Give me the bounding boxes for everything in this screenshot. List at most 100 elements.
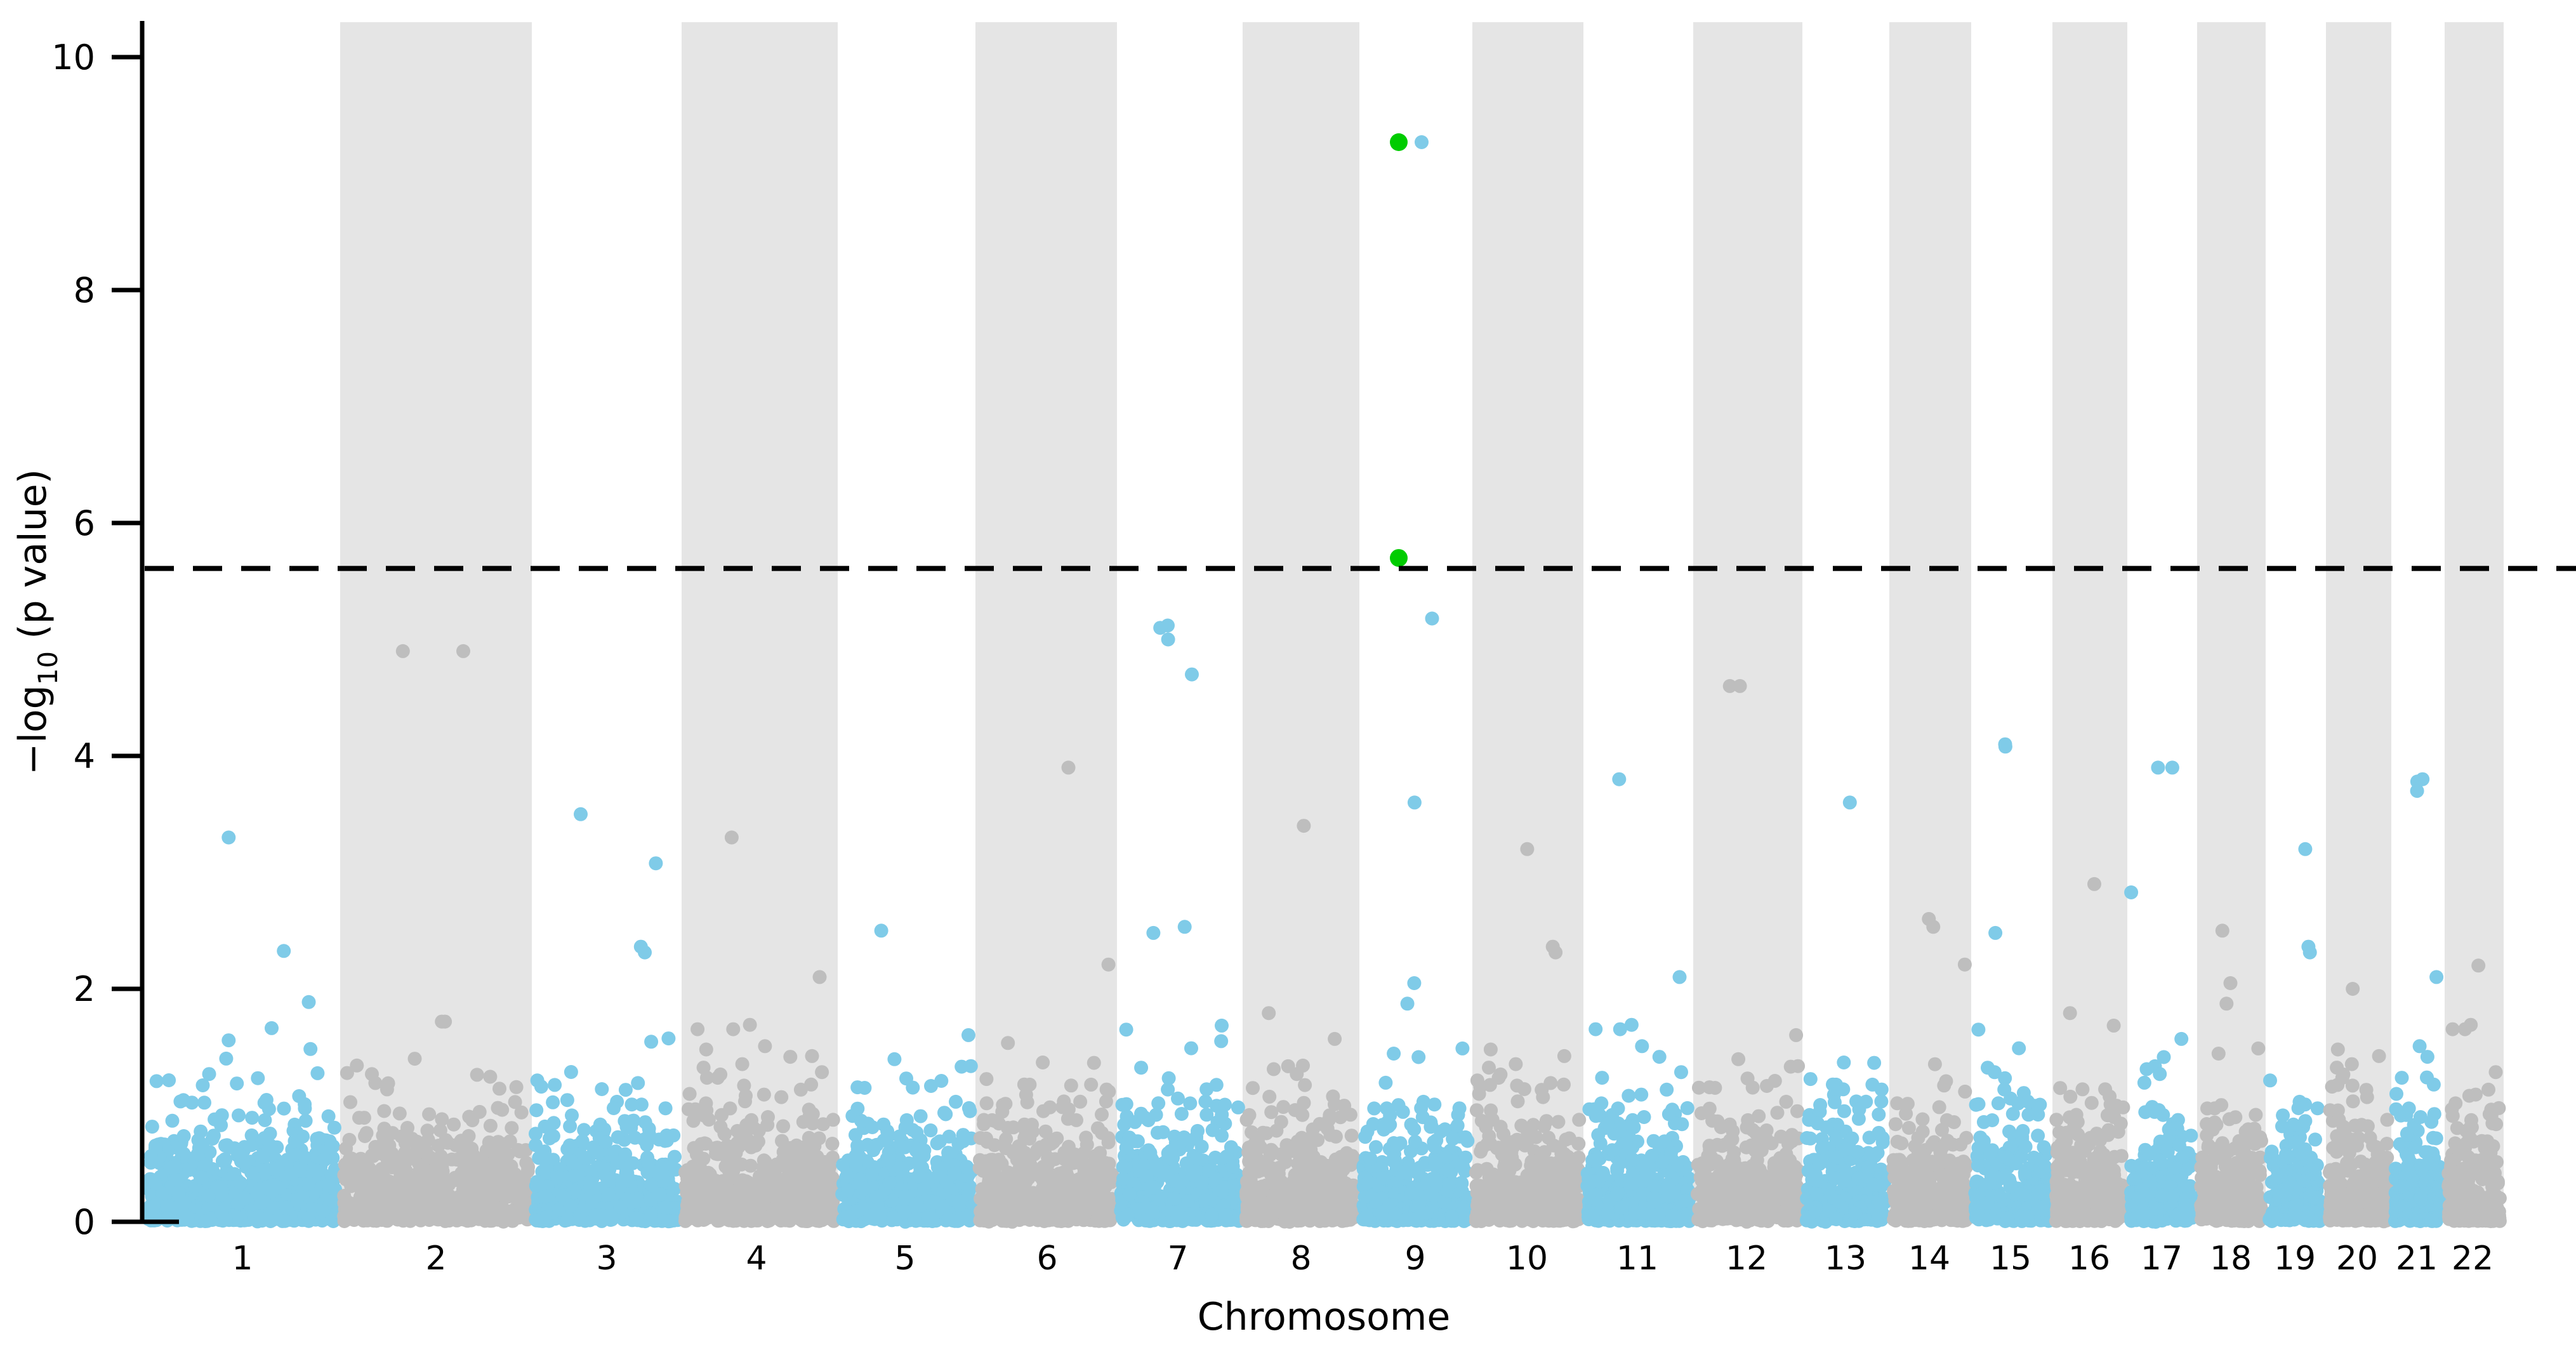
snp-point	[1246, 1081, 1260, 1095]
snp-point	[1138, 1213, 1153, 1228]
snp-point	[696, 1151, 711, 1166]
snp-point-max	[874, 923, 888, 938]
snp-point	[382, 1181, 397, 1196]
snp-point	[491, 1101, 505, 1115]
snp-point	[399, 1207, 413, 1221]
snp-point	[1101, 1131, 1116, 1146]
snp-point	[406, 1148, 420, 1161]
snp-point	[278, 1214, 293, 1228]
snp-point	[869, 1190, 884, 1205]
snp-point	[758, 1039, 772, 1054]
snp-point	[583, 1175, 597, 1190]
snp-point	[487, 1154, 502, 1168]
snp-point	[783, 1050, 798, 1064]
snp-point	[377, 1122, 392, 1136]
snp-point	[468, 1156, 482, 1171]
snp-point	[1262, 1089, 1277, 1104]
snp-point	[774, 1090, 789, 1104]
snp-point	[1263, 1148, 1278, 1162]
snp-point	[857, 1181, 871, 1196]
snp-point	[169, 1200, 183, 1215]
snp-point	[165, 1113, 180, 1128]
snp-point	[1017, 1077, 1031, 1092]
snp-point	[1326, 1089, 1340, 1104]
snp-point	[567, 1168, 581, 1183]
snp-point	[377, 1104, 392, 1118]
snp-point	[499, 1179, 513, 1193]
snp-point	[1219, 1149, 1234, 1164]
snp-point	[1215, 1108, 1229, 1122]
snp-point	[1205, 1208, 1219, 1222]
snp-point	[350, 1058, 364, 1073]
snp-point	[776, 1119, 790, 1134]
snp-point	[1199, 1082, 1214, 1097]
snp-point	[666, 1128, 681, 1142]
snp-point	[773, 1202, 788, 1216]
snp-point	[218, 1138, 232, 1153]
snp-point	[1153, 1165, 1168, 1179]
snp-point	[1267, 1062, 1281, 1076]
snp-point	[1030, 1143, 1045, 1157]
snp-point	[1183, 1096, 1198, 1111]
snp-point	[483, 1118, 498, 1133]
snp-point	[977, 1117, 991, 1132]
snp-point	[1270, 1173, 1285, 1188]
snp-point	[316, 1204, 331, 1219]
snp-point	[909, 1196, 924, 1211]
snp-point	[979, 1072, 994, 1087]
snp-point	[739, 1089, 753, 1103]
snp-point	[1199, 1108, 1214, 1122]
snp-point	[1149, 1108, 1163, 1122]
snp-point	[1041, 1157, 1055, 1172]
snp-point	[1080, 1137, 1094, 1152]
snp-point	[317, 1152, 331, 1167]
snp-point	[864, 1167, 879, 1182]
snp-point	[1121, 1207, 1135, 1222]
snp-point	[466, 1206, 481, 1221]
snp-point	[1102, 1084, 1116, 1099]
snp-point-notable	[1185, 667, 1199, 682]
snp-point	[1015, 1194, 1030, 1208]
snp-point	[361, 1171, 376, 1186]
snp-point	[268, 1201, 282, 1215]
snp-point	[1264, 1105, 1279, 1120]
snp-point	[211, 1181, 225, 1195]
snp-point	[496, 1166, 510, 1181]
snp-point	[286, 1148, 300, 1162]
snp-point	[1250, 1163, 1264, 1178]
snp-point	[197, 1157, 212, 1172]
snp-point	[1036, 1056, 1050, 1069]
snp-point	[1095, 1108, 1109, 1122]
snp-point	[1036, 1104, 1050, 1118]
snp-point	[1060, 1168, 1074, 1183]
snp-point	[825, 1137, 840, 1151]
snp-point	[1291, 1156, 1305, 1171]
snp-point	[1048, 1210, 1062, 1224]
snp-point	[1000, 1170, 1014, 1185]
snp-point	[310, 1066, 325, 1080]
snp-point	[620, 1174, 635, 1188]
snp-point-max	[724, 830, 739, 845]
snp-point	[279, 1200, 294, 1215]
snp-point	[588, 1208, 603, 1223]
snp-point	[624, 1097, 639, 1112]
snp-point	[407, 1052, 422, 1066]
snp-point	[201, 1188, 216, 1203]
snp-point	[949, 1094, 963, 1109]
snp-point	[644, 1207, 659, 1222]
snp-point	[219, 1051, 234, 1066]
snp-point	[435, 1014, 449, 1029]
snp-point	[1198, 1193, 1213, 1208]
snp-point	[690, 1183, 705, 1198]
snp-point	[849, 1158, 863, 1172]
snp-point	[821, 1174, 836, 1189]
snp-point	[1119, 1022, 1133, 1037]
snp-point	[1262, 1006, 1276, 1021]
snp-point	[652, 1188, 667, 1202]
snp-point	[760, 1166, 774, 1181]
snp-point	[887, 1052, 902, 1066]
snp-point	[805, 1049, 819, 1063]
snp-point	[509, 1172, 524, 1186]
snp-point	[546, 1129, 560, 1143]
